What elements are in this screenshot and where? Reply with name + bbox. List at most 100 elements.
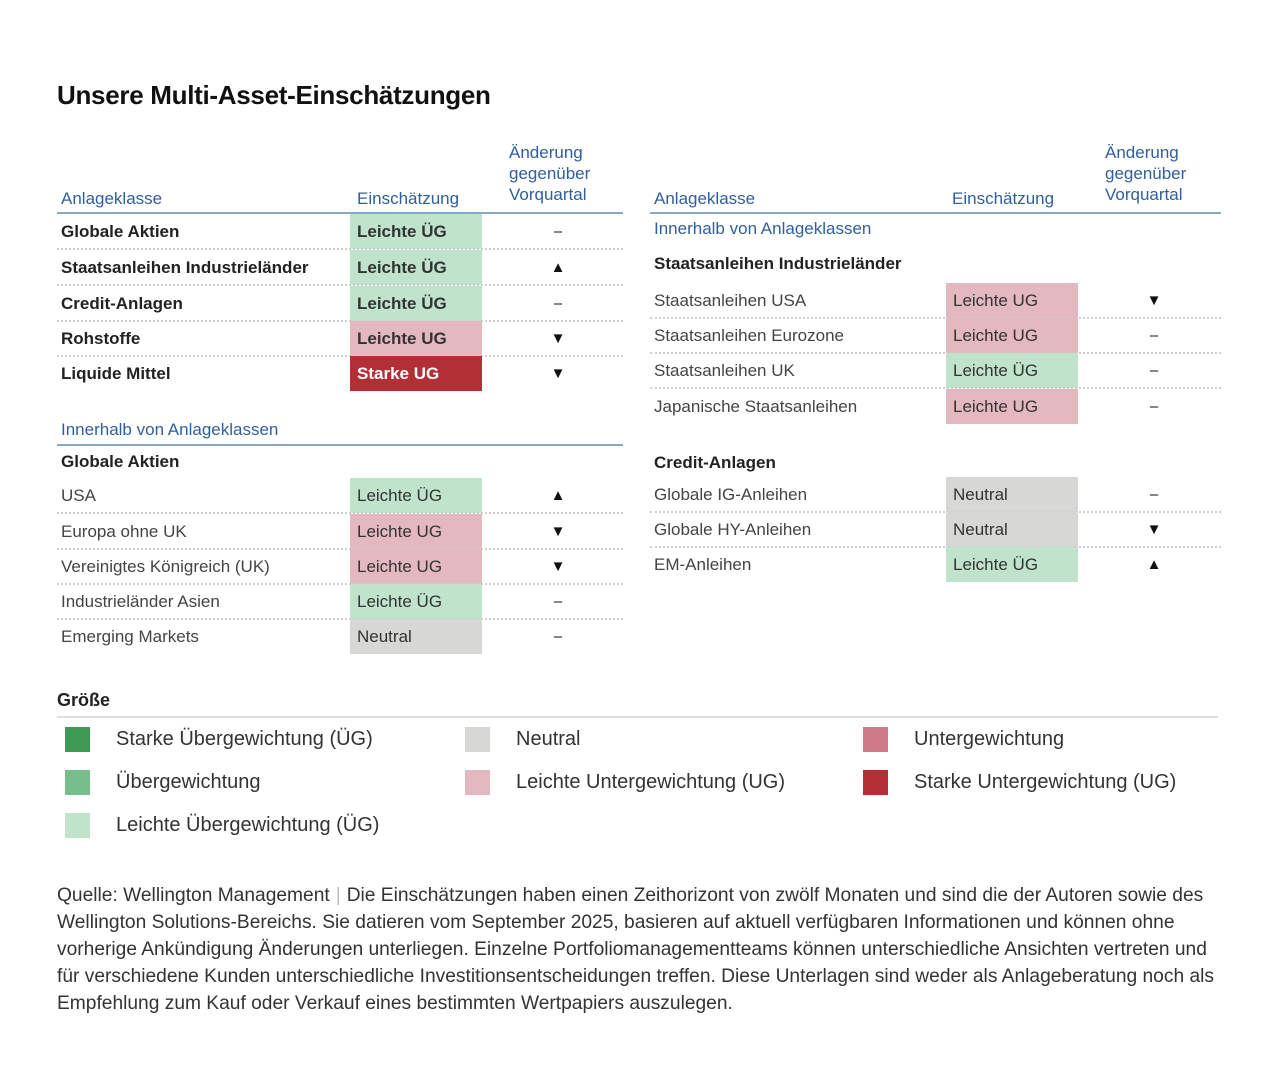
row-separator <box>57 320 623 322</box>
within-label-right: Innerhalb von Anlageklassen <box>654 219 872 238</box>
legend-label: Starke Untergewichtung (UG) <box>914 771 1177 793</box>
row-separator <box>57 248 623 250</box>
dash-icon: – <box>553 294 563 312</box>
rating-cell: Leichte ÜG <box>350 214 482 249</box>
row-separator <box>57 548 623 550</box>
legend-swatch <box>863 770 888 795</box>
dash-icon: – <box>553 627 563 645</box>
row-separator <box>650 317 1221 319</box>
rating-cell: Leichte ÜG <box>350 250 482 285</box>
within-label-left: Innerhalb von Anlageklassen <box>61 420 279 439</box>
header-change-line: Vorquartal <box>1105 185 1183 204</box>
within-rule-left <box>57 444 623 446</box>
dash-icon: – <box>1149 485 1159 503</box>
arrow-up-icon: ▲ <box>550 486 566 504</box>
header-change-line: Änderung <box>509 143 583 162</box>
rating-cell: Leichte UG <box>350 321 482 356</box>
rating-cell: Leichte ÜG <box>350 478 482 513</box>
legend-swatch <box>65 727 90 752</box>
legend-label: Neutral <box>516 728 581 750</box>
rating-cell: Leichte ÜG <box>946 547 1078 582</box>
row-separator <box>650 546 1221 548</box>
rating-cell: Leichte UG <box>946 283 1078 318</box>
row-label: Japanische Staatsanleihen <box>654 396 858 416</box>
rating-cell: Leichte ÜG <box>350 286 482 321</box>
rating-cell: Starke UG <box>350 356 482 391</box>
dash-icon: – <box>1149 361 1159 379</box>
row-label: Europa ohne UK <box>61 521 187 541</box>
arrow-down-icon: ▼ <box>550 364 566 382</box>
row-label: Liquide Mittel <box>61 363 171 383</box>
legend-swatch <box>65 770 90 795</box>
row-label: Staatsanleihen USA <box>654 290 807 310</box>
row-label: Vereinigtes Königreich (UK) <box>61 556 270 576</box>
row-separator <box>57 583 623 585</box>
footer-text: Die Einschätzungen haben einen Zeithoriz… <box>57 885 1214 1014</box>
header-change: Änderung gegenüber Vorquartal <box>1105 142 1186 205</box>
legend-title: Größe <box>57 690 111 710</box>
rating-cell: Leichte ÜG <box>946 353 1078 388</box>
row-separator <box>57 355 623 357</box>
dash-icon: – <box>1149 397 1159 415</box>
rating-cell: Neutral <box>946 477 1078 512</box>
arrow-down-icon: ▼ <box>1146 291 1162 309</box>
row-separator <box>650 511 1221 513</box>
legend-swatch <box>65 813 90 838</box>
legend-label: Übergewichtung <box>116 771 261 793</box>
row-label: Globale IG-Anleihen <box>654 484 808 504</box>
arrow-down-icon: ▼ <box>1146 520 1162 538</box>
rating-cell: Leichte UG <box>350 549 482 584</box>
row-label: Rohstoffe <box>61 328 141 348</box>
legend-swatch <box>465 770 490 795</box>
rating-cell: Leichte UG <box>350 514 482 549</box>
row-label: USA <box>61 485 96 505</box>
dash-icon: – <box>553 222 563 240</box>
arrow-down-icon: ▼ <box>550 522 566 540</box>
row-label: EM-Anleihen <box>654 554 752 574</box>
group-title-right-1: Staatsanleihen Industrieländer <box>654 254 902 273</box>
header-view: Einschätzung <box>357 189 460 208</box>
row-separator <box>650 387 1221 389</box>
page-title: Unsere Multi-Asset-Einschätzungen <box>57 80 491 110</box>
row-label: Emerging Markets <box>61 626 199 646</box>
row-label: Credit-Anlagen <box>61 293 183 313</box>
header-asset-class: Anlageklasse <box>61 189 163 208</box>
footer-note: Quelle: Wellington Management | Die Einsch… <box>57 882 1227 1017</box>
row-label: Globale HY-Anleihen <box>654 519 812 539</box>
row-label: Industrieländer Asien <box>61 591 220 611</box>
rating-cell: Leichte ÜG <box>350 584 482 619</box>
header-view: Einschätzung <box>952 189 1055 208</box>
footer-source: Quelle: Wellington Management <box>57 885 330 906</box>
row-separator <box>650 352 1221 354</box>
arrow-up-icon: ▲ <box>1146 555 1162 573</box>
row-label: Globale Aktien <box>61 221 180 241</box>
legend-label: Untergewichtung <box>914 728 1065 750</box>
row-label: Staatsanleihen Industrieländer <box>61 257 309 277</box>
dash-icon: – <box>553 592 563 610</box>
header-change-line: Vorquartal <box>509 185 587 204</box>
rating-cell: Leichte UG <box>946 318 1078 353</box>
legend-label: Leichte Übergewichtung (ÜG) <box>116 814 380 836</box>
row-label: Staatsanleihen Eurozone <box>654 325 844 345</box>
header-change-line: gegenüber <box>509 164 591 183</box>
group-title-right-2: Credit-Anlagen <box>654 453 776 472</box>
header-rule <box>650 212 1221 214</box>
header-change: Änderung gegenüber Vorquartal <box>509 142 590 205</box>
legend-label: Leichte Untergewichtung (UG) <box>516 771 786 793</box>
footer-separator: | <box>335 885 341 906</box>
row-separator <box>57 512 623 514</box>
row-separator <box>57 284 623 286</box>
header-change-line: Änderung <box>1105 143 1179 162</box>
legend-swatch <box>863 727 888 752</box>
header-asset-class: Anlageklasse <box>654 189 756 208</box>
header-rule <box>57 212 623 214</box>
legend-rule <box>57 716 1218 718</box>
row-label: Staatsanleihen UK <box>654 360 795 380</box>
row-separator <box>57 618 623 620</box>
arrow-down-icon: ▼ <box>550 557 566 575</box>
arrow-up-icon: ▲ <box>550 258 566 276</box>
rating-cell: Neutral <box>946 512 1078 547</box>
legend-swatch <box>465 727 490 752</box>
legend-label: Starke Übergewichtung (ÜG) <box>116 728 373 750</box>
header-change-line: gegenüber <box>1105 164 1187 183</box>
